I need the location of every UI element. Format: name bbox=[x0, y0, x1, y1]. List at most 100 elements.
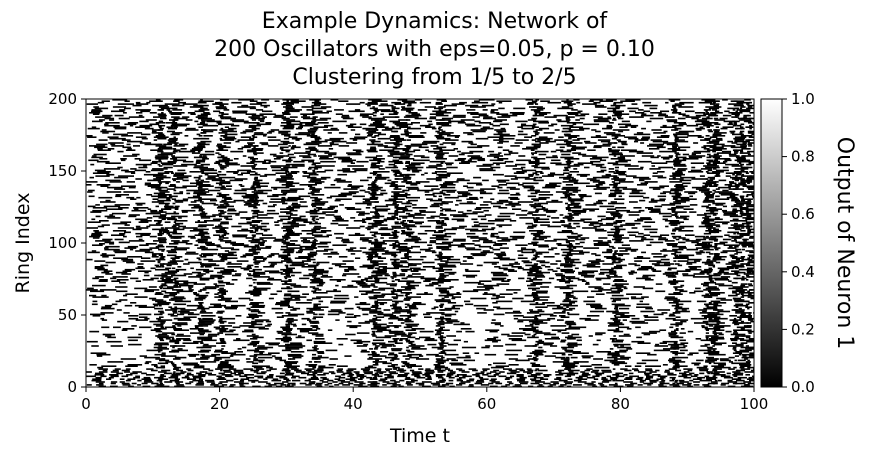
spike-dash bbox=[427, 244, 433, 246]
spike-dash bbox=[208, 260, 225, 262]
spike-dash bbox=[564, 375, 572, 378]
spike-dash bbox=[86, 375, 96, 378]
spike-dash bbox=[582, 264, 596, 267]
spike-dash bbox=[372, 339, 384, 342]
spike-dash bbox=[128, 186, 136, 189]
spike-dash bbox=[439, 266, 457, 268]
spike-dash bbox=[281, 287, 293, 290]
spike-dash bbox=[434, 171, 447, 173]
spike-dash bbox=[494, 243, 507, 245]
spike-dash bbox=[128, 116, 145, 118]
spike-dash bbox=[356, 211, 365, 213]
spike-dash bbox=[167, 251, 177, 254]
spike-dash bbox=[679, 225, 694, 228]
spike-dash bbox=[699, 175, 705, 177]
spike-dash bbox=[709, 293, 716, 295]
spike-dash bbox=[477, 159, 486, 162]
spike-dash bbox=[203, 343, 209, 346]
spike-dash bbox=[418, 384, 425, 386]
spike-dash bbox=[233, 192, 247, 195]
spike-dash bbox=[585, 204, 597, 206]
spike-dash bbox=[563, 309, 573, 311]
spike-dash bbox=[307, 254, 317, 257]
spike-dash bbox=[281, 117, 290, 120]
spike-dash bbox=[104, 304, 113, 307]
spike-dash bbox=[299, 329, 317, 331]
spike-dash bbox=[159, 362, 169, 365]
spike-dash bbox=[87, 205, 96, 208]
spike-dash bbox=[575, 376, 583, 379]
spike-dash bbox=[442, 274, 449, 277]
spike-dash bbox=[682, 238, 690, 241]
spike-dash bbox=[235, 214, 240, 216]
spike-dash bbox=[687, 369, 693, 372]
spike-dash bbox=[180, 148, 187, 150]
spike-dash bbox=[197, 336, 213, 339]
spike-dash bbox=[100, 130, 116, 133]
spike-dash bbox=[383, 309, 391, 311]
spike-dash bbox=[599, 159, 607, 162]
spike-dash bbox=[640, 238, 654, 241]
spike-dash bbox=[743, 349, 752, 352]
spike-dash bbox=[377, 145, 388, 147]
spike-dash bbox=[171, 240, 180, 242]
spike-dash bbox=[283, 297, 290, 300]
spike-dash bbox=[571, 146, 587, 149]
spike-dash bbox=[561, 276, 576, 278]
spike-dash bbox=[570, 201, 575, 203]
spike-dash bbox=[306, 258, 316, 261]
spike-dash bbox=[494, 129, 506, 131]
spike-dash bbox=[192, 375, 202, 378]
spike-dash bbox=[219, 240, 232, 242]
spike-dash bbox=[513, 292, 518, 294]
spike-dash bbox=[549, 384, 557, 386]
spike-dash bbox=[433, 306, 439, 308]
spike-dash bbox=[441, 241, 454, 244]
spike-dash bbox=[496, 237, 509, 239]
spike-dash bbox=[150, 211, 167, 213]
spike-dash bbox=[98, 382, 104, 385]
spike-dash bbox=[478, 114, 489, 117]
spike-dash bbox=[197, 241, 212, 244]
spike-dash bbox=[214, 356, 231, 359]
spike-dash bbox=[203, 258, 213, 261]
spike-dash bbox=[390, 290, 402, 293]
spike-dash bbox=[135, 225, 141, 228]
spike-dash bbox=[369, 297, 378, 300]
spike-dash bbox=[311, 194, 325, 196]
spike-dash bbox=[440, 106, 446, 108]
spike-dash bbox=[705, 196, 714, 199]
spike-dash bbox=[138, 238, 143, 241]
spike-dash bbox=[612, 112, 622, 114]
spike-dash bbox=[578, 375, 588, 378]
spike-dash bbox=[384, 251, 402, 254]
spike-dash bbox=[731, 113, 740, 115]
spike-dash bbox=[528, 175, 534, 177]
spike-dash bbox=[404, 364, 416, 366]
spike-dash bbox=[735, 351, 749, 353]
spike-dash bbox=[190, 149, 203, 151]
spike-dash bbox=[375, 126, 389, 128]
spike-dash bbox=[537, 137, 553, 140]
spike-dash bbox=[446, 172, 463, 174]
spike-dash bbox=[467, 159, 472, 162]
spike-dash bbox=[644, 319, 659, 321]
spike-dash bbox=[530, 205, 543, 208]
spike-dash bbox=[462, 352, 470, 354]
spike-dash bbox=[195, 326, 199, 329]
spike-dash bbox=[152, 168, 168, 170]
spike-dash bbox=[104, 247, 109, 249]
spike-dash bbox=[522, 148, 538, 150]
spike-dash bbox=[89, 112, 101, 114]
spike-dash bbox=[393, 192, 400, 195]
spike-dash bbox=[472, 254, 486, 257]
spike-dash bbox=[714, 332, 723, 334]
spike-dash bbox=[750, 320, 754, 323]
spike-dash bbox=[502, 264, 514, 267]
spike-dash bbox=[162, 332, 175, 334]
spike-dash bbox=[559, 214, 564, 216]
spike-dash bbox=[378, 228, 394, 231]
spike-dash bbox=[737, 160, 754, 163]
spike-dash bbox=[706, 195, 714, 198]
spike-dash bbox=[116, 309, 122, 311]
